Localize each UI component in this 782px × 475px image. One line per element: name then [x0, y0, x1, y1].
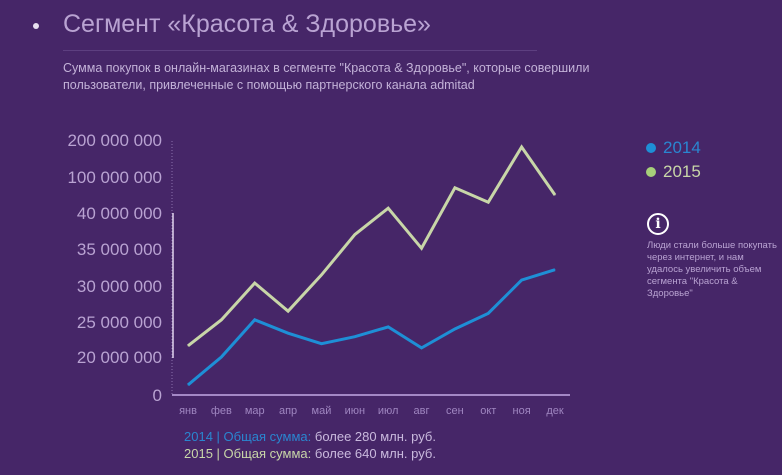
data-point-2015 — [320, 274, 322, 276]
data-point-2014 — [487, 312, 489, 314]
legend: 2014 2015 — [646, 136, 701, 184]
x-tick-label: сен — [446, 405, 464, 417]
data-point-2015 — [487, 201, 489, 203]
title-bullet — [33, 23, 39, 29]
data-point-2014 — [220, 356, 222, 358]
x-tick-label: дек — [546, 405, 564, 417]
data-point-2014 — [421, 347, 423, 349]
data-point-2015 — [354, 234, 356, 236]
x-tick-label: окт — [480, 405, 496, 417]
data-point-2015 — [454, 187, 456, 189]
data-point-2015 — [287, 310, 289, 312]
x-tick-label: янв — [179, 405, 197, 417]
y-tick-label: 25 000 000 — [77, 313, 162, 332]
data-point-2015 — [254, 282, 256, 284]
y-tick-label: 20 000 000 — [77, 348, 162, 367]
y-tick-label: 35 000 000 — [77, 240, 162, 259]
page-title: Сегмент «Красота & Здоровье» — [63, 10, 431, 38]
data-point-2015 — [421, 247, 423, 249]
data-point-2014 — [454, 328, 456, 330]
data-point-2015 — [220, 319, 222, 321]
data-point-2015 — [521, 146, 523, 148]
data-point-2014 — [254, 319, 256, 321]
y-tick-label: 30 000 000 — [77, 277, 162, 296]
y-tick-label: 40 000 000 — [77, 204, 162, 223]
data-point-2014 — [354, 336, 356, 338]
x-tick-label: апр — [279, 405, 297, 417]
legend-item-2015: 2015 — [646, 160, 701, 184]
x-tick-label: июн — [345, 405, 365, 417]
y-tick-label: 0 — [153, 386, 162, 405]
series-line-2014 — [187, 268, 556, 387]
series-line-2015 — [187, 144, 557, 347]
legend-dot-icon — [646, 167, 656, 177]
y-tick-label: 200 000 000 — [67, 131, 162, 150]
total-2014: 2014 | Общая сумма: более 280 млн. руб. — [184, 429, 436, 444]
legend-dot-icon — [646, 143, 656, 153]
legend-item-2014: 2014 — [646, 136, 701, 160]
x-tick-label: фев — [211, 405, 232, 417]
x-tick-label: ноя — [513, 405, 531, 417]
data-point-2014 — [187, 384, 189, 386]
data-point-2015 — [387, 207, 389, 209]
y-tick-label: 100 000 000 — [67, 168, 162, 187]
data-point-2014 — [554, 269, 556, 271]
x-tick-label: мар — [245, 405, 265, 417]
data-point-2014 — [387, 326, 389, 328]
data-point-2015 — [187, 345, 189, 347]
data-point-2014 — [320, 343, 322, 345]
x-tick-label: май — [312, 405, 332, 417]
total-2015: 2015 | Общая сумма: более 640 млн. руб. — [184, 446, 436, 461]
info-icon: i — [647, 213, 669, 235]
subtitle: Сумма покупок в онлайн-магазинах в сегме… — [63, 61, 590, 92]
divider — [63, 50, 537, 51]
x-tick-label: июл — [378, 405, 399, 417]
data-point-2014 — [521, 279, 523, 281]
x-tick-label: авг — [414, 405, 430, 417]
note-text: Люди стали больше покупать через интерне… — [647, 240, 777, 299]
data-point-2014 — [287, 332, 289, 334]
data-point-2015 — [554, 194, 556, 196]
totals: 2014 | Общая сумма: более 280 млн. руб. … — [184, 428, 436, 462]
